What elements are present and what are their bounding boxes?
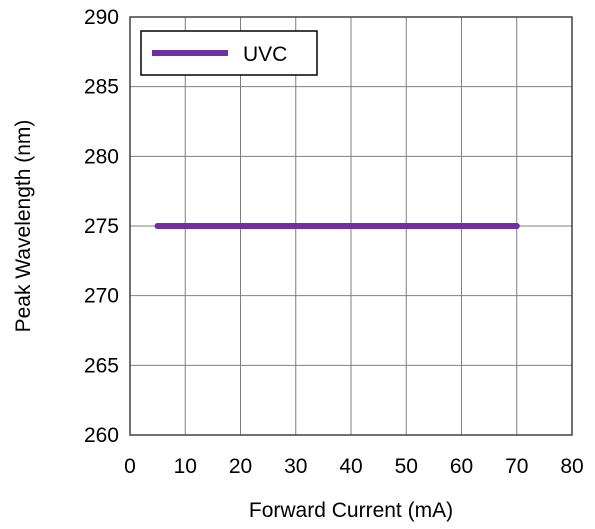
plot-area-frame	[129, 16, 573, 436]
y-tick-label: 260	[84, 424, 119, 447]
data-point	[403, 223, 410, 229]
legend: UVC	[140, 30, 318, 76]
y-axis-title: Peak Wavelength (nm)	[12, 120, 35, 333]
x-tick-label: 80	[560, 455, 583, 478]
data-point	[513, 223, 520, 229]
x-tick-label: 30	[284, 455, 307, 478]
y-tick-label: 290	[84, 6, 119, 29]
x-tick-label: 70	[505, 455, 528, 478]
y-tick-label: 280	[84, 145, 119, 168]
data-point	[348, 223, 354, 229]
x-tick-label: 20	[229, 455, 252, 478]
data-point	[292, 223, 299, 229]
x-tick-label: 10	[174, 455, 197, 478]
y-axis-tick-labels: 260 265 270 275 280 285 290	[84, 6, 119, 447]
series-layer	[154, 223, 520, 229]
y-tick-label: 265	[84, 354, 119, 377]
x-axis-title: Forward Current (mA)	[249, 499, 453, 522]
x-tick-label: 0	[124, 455, 136, 478]
y-tick-label: 275	[84, 215, 119, 238]
y-tick-label: 270	[84, 285, 119, 308]
data-point	[458, 223, 465, 229]
legend-label-uvc: UVC	[243, 43, 287, 66]
x-axis-tick-labels: 0 10 20 30 40 50 60 70 80	[124, 455, 584, 478]
data-point	[182, 223, 189, 229]
data-point	[237, 223, 244, 229]
x-tick-label: 60	[450, 455, 473, 478]
y-tick-label: 285	[84, 76, 119, 99]
x-tick-label: 50	[395, 455, 418, 478]
x-tick-label: 40	[339, 455, 362, 478]
data-point	[154, 223, 161, 229]
